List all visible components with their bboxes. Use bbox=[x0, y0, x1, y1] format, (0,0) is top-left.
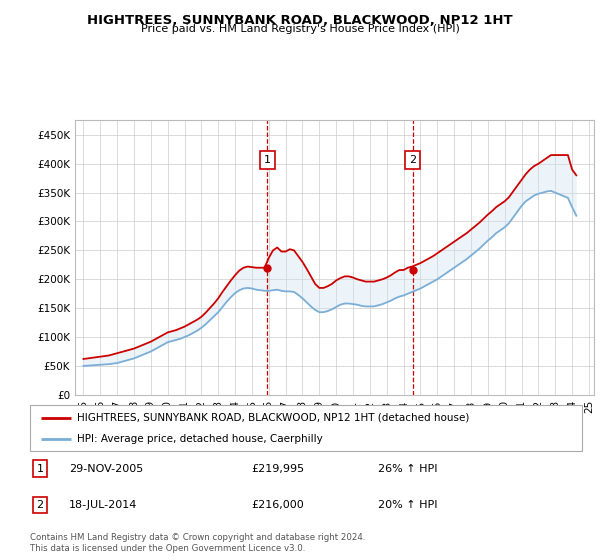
Text: HIGHTREES, SUNNYBANK ROAD, BLACKWOOD, NP12 1HT: HIGHTREES, SUNNYBANK ROAD, BLACKWOOD, NP… bbox=[87, 14, 513, 27]
Text: £216,000: £216,000 bbox=[251, 500, 304, 510]
Text: 26% ↑ HPI: 26% ↑ HPI bbox=[378, 464, 437, 474]
Text: 2: 2 bbox=[409, 155, 416, 165]
Text: 20% ↑ HPI: 20% ↑ HPI bbox=[378, 500, 437, 510]
Text: Price paid vs. HM Land Registry's House Price Index (HPI): Price paid vs. HM Land Registry's House … bbox=[140, 24, 460, 34]
Text: 29-NOV-2005: 29-NOV-2005 bbox=[68, 464, 143, 474]
Text: HIGHTREES, SUNNYBANK ROAD, BLACKWOOD, NP12 1HT (detached house): HIGHTREES, SUNNYBANK ROAD, BLACKWOOD, NP… bbox=[77, 413, 469, 423]
Text: 18-JUL-2014: 18-JUL-2014 bbox=[68, 500, 137, 510]
Text: 1: 1 bbox=[264, 155, 271, 165]
Text: £219,995: £219,995 bbox=[251, 464, 304, 474]
Text: 1: 1 bbox=[37, 464, 43, 474]
FancyBboxPatch shape bbox=[30, 405, 582, 451]
Text: Contains HM Land Registry data © Crown copyright and database right 2024.
This d: Contains HM Land Registry data © Crown c… bbox=[30, 533, 365, 553]
Text: 2: 2 bbox=[37, 500, 43, 510]
Text: HPI: Average price, detached house, Caerphilly: HPI: Average price, detached house, Caer… bbox=[77, 435, 323, 444]
